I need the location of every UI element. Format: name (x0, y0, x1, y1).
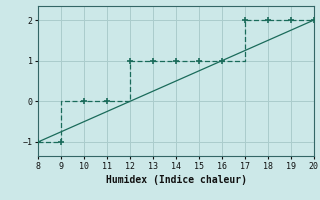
X-axis label: Humidex (Indice chaleur): Humidex (Indice chaleur) (106, 175, 246, 185)
